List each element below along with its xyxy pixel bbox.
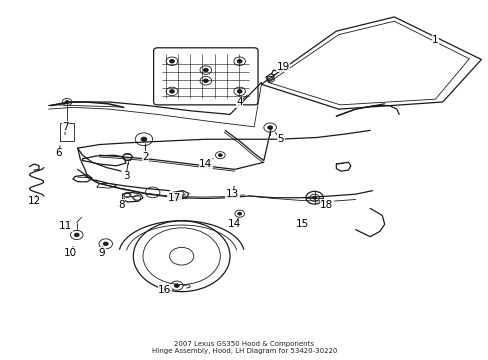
- Circle shape: [65, 100, 69, 103]
- Circle shape: [267, 126, 272, 129]
- Text: 6: 6: [55, 148, 61, 158]
- Circle shape: [74, 233, 79, 237]
- Text: 9: 9: [99, 248, 105, 258]
- Text: 14: 14: [199, 159, 212, 169]
- Circle shape: [103, 242, 108, 246]
- Circle shape: [174, 284, 179, 287]
- Circle shape: [141, 137, 146, 141]
- Text: 13: 13: [225, 189, 239, 199]
- Text: 10: 10: [64, 248, 77, 258]
- Circle shape: [203, 68, 208, 72]
- Circle shape: [312, 196, 316, 199]
- Text: 15: 15: [295, 219, 308, 229]
- Circle shape: [169, 59, 174, 63]
- Text: 2007 Lexus GS350 Hood & Components
Hinge Assembly, Hood, LH Diagram for 53420-30: 2007 Lexus GS350 Hood & Components Hinge…: [151, 341, 337, 354]
- Circle shape: [218, 154, 222, 157]
- Circle shape: [237, 59, 242, 63]
- Text: 1: 1: [431, 35, 438, 45]
- Text: 11: 11: [59, 221, 72, 231]
- Circle shape: [169, 90, 174, 93]
- Text: 14: 14: [228, 219, 241, 229]
- Circle shape: [237, 90, 242, 93]
- Text: 8: 8: [118, 200, 124, 210]
- Circle shape: [203, 79, 208, 82]
- Text: 3: 3: [122, 171, 129, 181]
- Text: 19: 19: [276, 62, 289, 72]
- Text: 2: 2: [142, 152, 148, 162]
- Text: 18: 18: [320, 200, 333, 210]
- Text: 5: 5: [277, 134, 284, 144]
- Text: 7: 7: [62, 122, 69, 132]
- Text: 17: 17: [167, 193, 181, 203]
- Text: 16: 16: [158, 285, 171, 295]
- Circle shape: [237, 212, 241, 215]
- Text: 12: 12: [27, 196, 41, 206]
- Text: 4: 4: [236, 97, 243, 107]
